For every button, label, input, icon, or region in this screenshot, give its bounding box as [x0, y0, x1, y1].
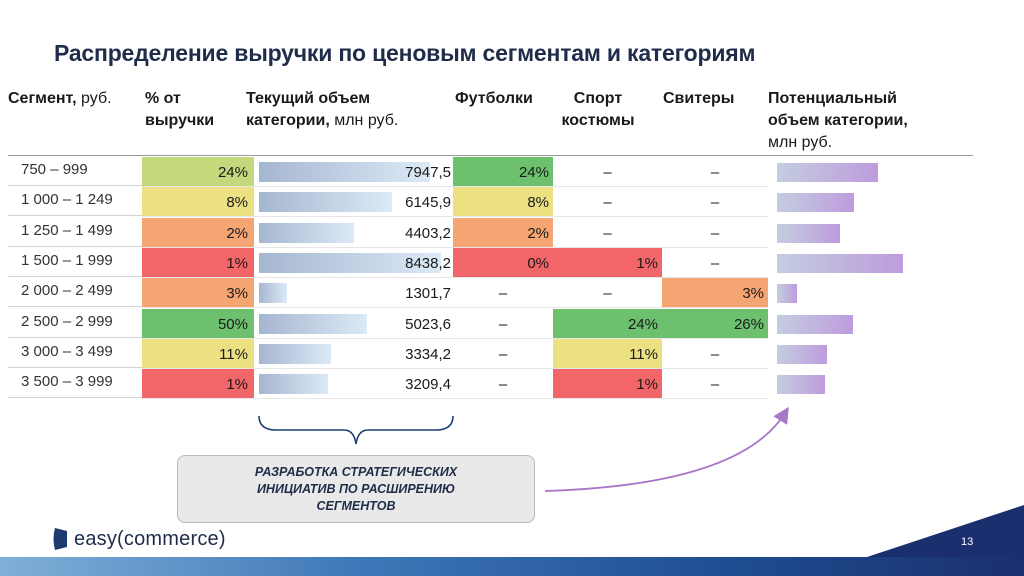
- volume-bar: [259, 192, 392, 213]
- volume-value: 3334,2: [405, 345, 451, 363]
- volume-bar: [259, 343, 331, 364]
- share-cell: 11%: [142, 338, 254, 368]
- tshirts-cell: –: [498, 376, 508, 394]
- segment-label: 3 500 – 3 999: [8, 369, 142, 399]
- sport-suits-cell: 24%: [553, 308, 662, 338]
- header-volume: Текущий объем категории, млн руб.: [246, 90, 399, 129]
- tshirts-cell: 0%: [453, 247, 553, 277]
- row-divider: [142, 276, 768, 278]
- header-tshirts: Футболки: [455, 90, 533, 107]
- row-divider: [142, 186, 768, 187]
- volume-bar: [259, 374, 328, 395]
- volume-bar: [259, 162, 430, 182]
- volume-value: 8438,2: [405, 254, 451, 272]
- volume-bar: [259, 313, 367, 334]
- segment-label: 2 500 – 2 999: [8, 309, 142, 338]
- volume-bar: [259, 283, 287, 304]
- header-potential: Потенциальный объем категории, млн руб.: [768, 90, 908, 151]
- header-sweaters: Свитеры: [663, 90, 735, 107]
- sport-suits-cell: 11%: [553, 338, 662, 368]
- share-cell: 24%: [142, 157, 254, 186]
- page-title: Распределение выручки по ценовым сегмент…: [54, 40, 756, 66]
- volume-value: 3209,4: [405, 376, 451, 394]
- footer-wedge: [864, 505, 1024, 558]
- strategy-callout: РАЗРАБОТКА СТРАТЕГИЧЕСКИХ ИНИЦИАТИВ ПО Р…: [177, 455, 535, 523]
- segment-label: 1 000 – 1 249: [8, 187, 142, 217]
- volume-value: 6145,9: [405, 194, 451, 212]
- sweaters-cell: –: [710, 376, 720, 394]
- share-cell: 50%: [142, 308, 254, 338]
- share-cell: 1%: [142, 369, 254, 399]
- tshirts-cell: 24%: [453, 157, 553, 186]
- share-cell: 2%: [142, 217, 254, 247]
- sport-suits-cell: –: [603, 224, 612, 242]
- page-number: 13: [961, 536, 974, 548]
- header-share: % от выручки: [145, 90, 215, 129]
- potential-bar: [777, 253, 903, 273]
- segment-label: 750 – 999: [8, 157, 142, 186]
- tshirts-cell: –: [498, 285, 508, 303]
- volume-value: 4403,2: [405, 224, 451, 242]
- sweaters-cell: –: [710, 194, 720, 212]
- sport-suits-cell: –: [603, 194, 612, 212]
- header-divider: [8, 155, 973, 156]
- share-cell: 1%: [142, 247, 254, 277]
- potential-bar: [777, 284, 797, 304]
- potential-bar: [777, 163, 878, 182]
- sweaters-cell: 3%: [662, 278, 768, 308]
- tshirts-cell: –: [498, 345, 508, 363]
- segment-label: 3 000 – 3 499: [8, 339, 142, 368]
- volume-value: 7947,5: [405, 164, 451, 181]
- potential-bar: [777, 223, 840, 243]
- potential-bar: [777, 193, 854, 213]
- row-divider: [142, 337, 768, 339]
- footer-band: [0, 557, 1024, 576]
- volume-bar: [259, 252, 441, 273]
- sport-suits-cell: –: [603, 285, 612, 303]
- logo: easy(commerce): [52, 527, 226, 551]
- share-cell: 8%: [142, 187, 254, 217]
- segment-label: 1 500 – 1 999: [8, 248, 142, 277]
- header-segment: Сегмент, руб.: [8, 90, 112, 107]
- sweaters-cell: –: [710, 254, 720, 272]
- share-cell: 3%: [142, 278, 254, 308]
- segment-label: 1 250 – 1 499: [8, 218, 142, 247]
- sweaters-cell: 26%: [662, 308, 768, 338]
- sport-suits-cell: –: [603, 164, 612, 181]
- row-divider: [142, 398, 768, 400]
- logo-text: easy(commerce): [74, 527, 226, 550]
- potential-bar: [777, 344, 827, 364]
- easy-commerce-logo-icon: [53, 528, 67, 550]
- volume-value: 1301,7: [405, 285, 451, 303]
- brace-icon: [258, 415, 454, 445]
- potential-bar: [777, 314, 853, 334]
- volume-bar: [259, 222, 354, 243]
- segment-label: 2 000 – 2 499: [8, 278, 142, 308]
- row-divider: [142, 307, 768, 309]
- header-sport: Спорт костюмы: [561, 90, 635, 129]
- curved-arrow-icon: [544, 406, 789, 492]
- tshirts-cell: –: [498, 315, 508, 333]
- row-divider: [142, 216, 768, 218]
- row-divider: [142, 367, 768, 369]
- potential-bar: [777, 375, 825, 395]
- sport-suits-cell: 1%: [553, 369, 662, 399]
- tshirts-cell: 8%: [453, 187, 553, 217]
- tshirts-cell: 2%: [453, 217, 553, 247]
- volume-value: 5023,6: [405, 315, 451, 333]
- row-divider: [142, 246, 768, 248]
- sport-suits-cell: 1%: [553, 247, 662, 277]
- sweaters-cell: –: [710, 224, 720, 242]
- sweaters-cell: –: [710, 345, 720, 363]
- sweaters-cell: –: [710, 164, 720, 181]
